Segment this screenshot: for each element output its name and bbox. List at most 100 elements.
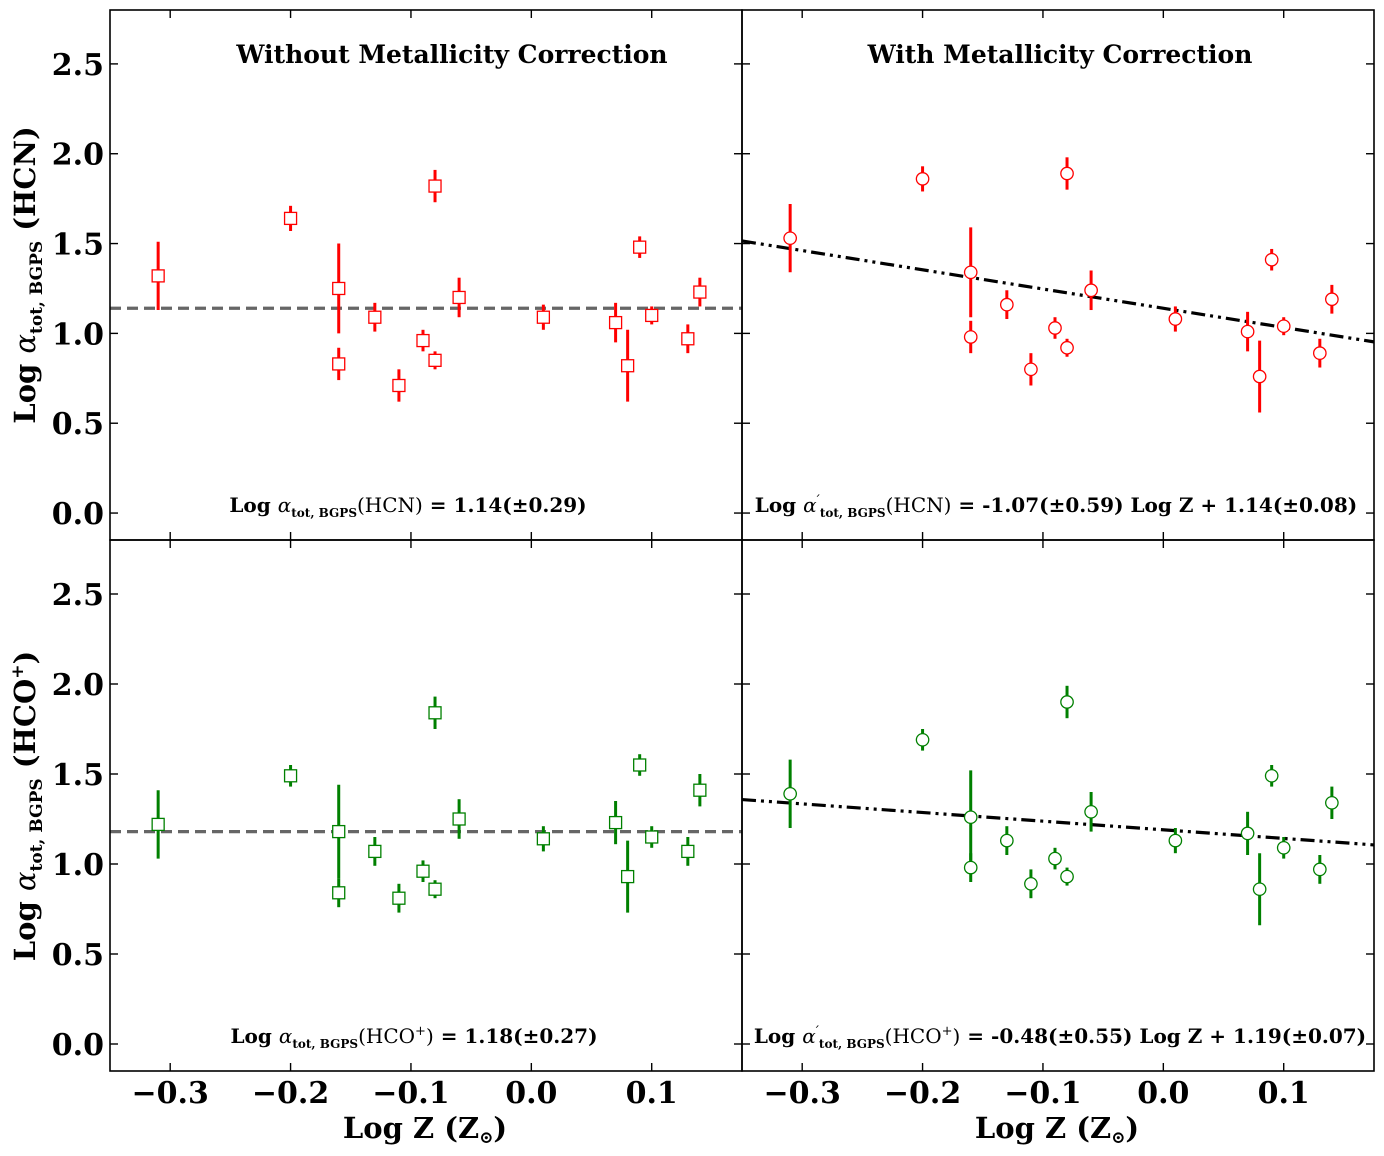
circle-marker bbox=[1240, 826, 1255, 841]
data-point-hcn-corrected bbox=[1240, 311, 1255, 352]
data-point-hcn-corrected bbox=[963, 227, 978, 318]
equation-hcn-corrected: Log α′tot, BGPS(HCN) = -1.07(±0.59) Log … bbox=[755, 493, 1357, 520]
square-marker bbox=[681, 332, 695, 346]
data-point-hcn-uncorrected bbox=[608, 302, 623, 343]
equation-hco-uncorrected: Log αtot, BGPS(HCO+) = 1.18(±0.27) bbox=[230, 1024, 597, 1051]
circle-marker bbox=[1252, 369, 1267, 384]
data-point-hcn-uncorrected bbox=[681, 324, 695, 354]
data-point-hco-corrected bbox=[963, 770, 978, 864]
y-tick-label: 2.5 bbox=[52, 578, 104, 613]
square-marker bbox=[645, 830, 659, 844]
circle-marker bbox=[1084, 804, 1098, 819]
data-point-hcn-uncorrected bbox=[332, 243, 346, 334]
data-point-hco-corrected bbox=[783, 759, 798, 828]
circle-marker bbox=[1276, 319, 1291, 334]
data-point-hcn-corrected bbox=[1084, 270, 1098, 311]
square-marker bbox=[151, 817, 165, 832]
square-marker bbox=[428, 882, 442, 896]
square-marker bbox=[368, 844, 382, 859]
square-marker bbox=[608, 815, 623, 830]
circle-marker bbox=[1024, 362, 1038, 377]
x-tick-label: −0.3 bbox=[132, 1076, 209, 1111]
data-point-hco-uncorrected bbox=[681, 837, 695, 866]
data-point-hco-uncorrected bbox=[693, 774, 707, 807]
data-point-hcn-uncorrected bbox=[645, 306, 659, 325]
circle-marker bbox=[1048, 321, 1062, 335]
y-axis-label-hco: Log αtot, BGPS (HCO+) bbox=[8, 651, 47, 961]
square-marker bbox=[283, 769, 298, 783]
square-marker bbox=[645, 308, 659, 323]
square-marker bbox=[693, 783, 707, 797]
data-point-hcn-uncorrected bbox=[693, 277, 707, 307]
square-marker bbox=[633, 240, 647, 254]
y-tick-label: 0.0 bbox=[52, 1028, 104, 1063]
data-point-hcn-corrected bbox=[1048, 317, 1062, 339]
data-point-hcn-uncorrected bbox=[416, 329, 430, 352]
data-point-hco-uncorrected bbox=[620, 840, 635, 913]
circle-marker bbox=[963, 860, 978, 875]
square-marker bbox=[536, 832, 551, 846]
data-point-hcn-corrected bbox=[963, 320, 978, 354]
square-marker bbox=[332, 281, 346, 296]
circle-marker bbox=[1060, 340, 1074, 355]
data-point-hcn-uncorrected bbox=[368, 302, 382, 332]
data-point-hcn-uncorrected bbox=[151, 241, 165, 311]
data-point-hco-uncorrected bbox=[332, 784, 346, 879]
data-point-hco-corrected bbox=[915, 729, 930, 751]
square-marker bbox=[452, 812, 466, 826]
y-tick-label: 2.5 bbox=[52, 48, 104, 83]
data-point-hco-uncorrected bbox=[332, 878, 346, 908]
data-point-hcn-uncorrected bbox=[633, 236, 647, 258]
data-point-hcn-uncorrected bbox=[332, 347, 346, 381]
equation-hcn-uncorrected: Log αtot, BGPS(HCN) = 1.14(±0.29) bbox=[229, 493, 586, 520]
square-marker bbox=[332, 886, 346, 900]
square-marker bbox=[693, 285, 707, 299]
square-marker bbox=[633, 758, 647, 772]
circle-marker bbox=[1276, 840, 1291, 855]
x-tick-label: 0.1 bbox=[1258, 1076, 1310, 1111]
circle-marker bbox=[1168, 312, 1183, 326]
data-point-hco-uncorrected bbox=[428, 696, 442, 729]
circle-marker bbox=[1024, 876, 1038, 891]
y-tick-label: 1.5 bbox=[52, 228, 104, 263]
circle-marker bbox=[1060, 869, 1074, 884]
fit-line-hco-corrected bbox=[741, 797, 1375, 847]
square-marker bbox=[620, 359, 635, 373]
square-marker bbox=[416, 333, 430, 348]
data-point-hco-corrected bbox=[1024, 869, 1038, 899]
circle-marker bbox=[783, 786, 798, 801]
data-point-hco-corrected bbox=[963, 853, 978, 882]
data-point-hcn-corrected bbox=[999, 290, 1014, 320]
data-point-hco-uncorrected bbox=[536, 826, 551, 852]
circle-marker bbox=[999, 833, 1014, 848]
data-point-hcn-uncorrected bbox=[536, 304, 551, 330]
circle-marker bbox=[963, 265, 978, 280]
data-point-hcn-uncorrected bbox=[283, 205, 298, 231]
data-point-hcn-uncorrected bbox=[620, 329, 635, 402]
data-point-hcn-uncorrected bbox=[452, 277, 466, 318]
x-tick-label: −0.3 bbox=[764, 1076, 841, 1111]
data-point-hco-corrected bbox=[1048, 847, 1062, 870]
square-marker bbox=[392, 378, 406, 393]
data-point-hcn-corrected bbox=[1060, 157, 1074, 190]
x-tick-label: 0.0 bbox=[1137, 1076, 1189, 1111]
axes-frame-hcn-uncorrected bbox=[109, 9, 743, 541]
axes-frame-hco-uncorrected bbox=[109, 539, 743, 1072]
data-point-hco-uncorrected bbox=[283, 765, 298, 787]
data-point-hcn-corrected bbox=[1024, 353, 1038, 386]
data-point-hco-uncorrected bbox=[416, 860, 430, 882]
square-marker bbox=[608, 315, 623, 330]
square-marker bbox=[620, 869, 635, 884]
x-tick-label: −0.2 bbox=[884, 1076, 961, 1111]
y-tick-label: 0.5 bbox=[52, 407, 104, 442]
x-tick-label: −0.2 bbox=[252, 1076, 329, 1111]
y-tick-label: 2.0 bbox=[52, 668, 104, 703]
x-axis-label-right: Log Z (Z⊙) bbox=[975, 1111, 1139, 1148]
y-axis-label-hcn: Log αtot, BGPS (HCN) bbox=[8, 126, 47, 423]
data-point-hco-uncorrected bbox=[452, 799, 466, 839]
circle-marker bbox=[1264, 768, 1279, 783]
circle-marker bbox=[1168, 833, 1183, 848]
data-point-hcn-corrected bbox=[1252, 340, 1267, 413]
data-point-hco-corrected bbox=[1252, 853, 1267, 926]
